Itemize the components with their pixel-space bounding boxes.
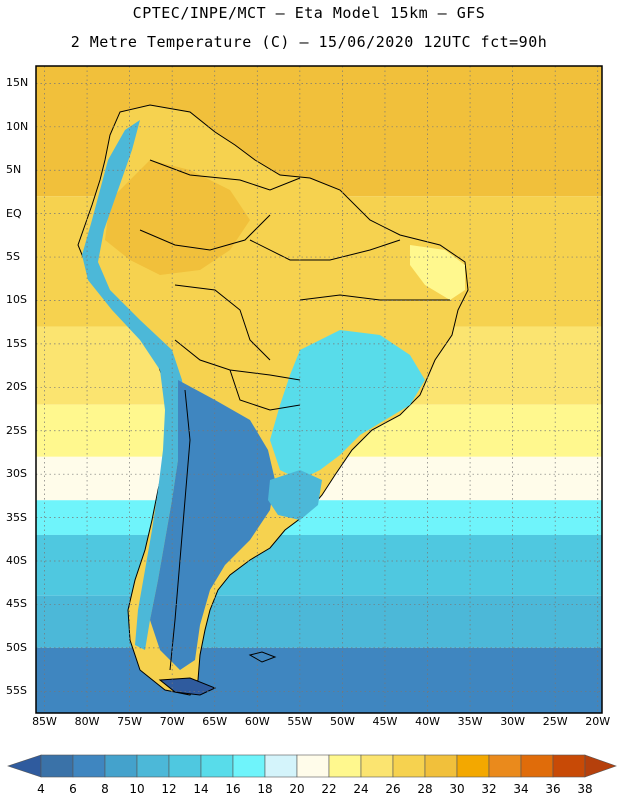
longitude-label: 55W bbox=[287, 715, 313, 728]
colorbar-tick-label: 26 bbox=[385, 782, 401, 796]
longitude-label: 70W bbox=[159, 715, 185, 728]
colorbar-tick-label: 36 bbox=[545, 782, 561, 796]
longitude-label: 40W bbox=[415, 715, 440, 728]
colorbar-swatch bbox=[40, 754, 74, 778]
latitude-label: 5S bbox=[6, 250, 20, 264]
latitude-label: EQ bbox=[6, 206, 22, 220]
colorbar-tick-label: 4 bbox=[37, 782, 45, 796]
longitude-label: 30W bbox=[500, 715, 526, 728]
colorbar-tick-label: 24 bbox=[353, 782, 369, 796]
longitude-label: 60W bbox=[244, 715, 270, 728]
longitude-label: 20W bbox=[585, 715, 611, 728]
colorbar-high-arrow bbox=[584, 754, 617, 778]
colorbar-tick-label: 28 bbox=[417, 782, 433, 796]
colorbar-swatch bbox=[72, 754, 106, 778]
latitude-label: 50S bbox=[6, 640, 27, 654]
latitude-label: 5N bbox=[6, 163, 22, 177]
colorbar bbox=[7, 754, 617, 778]
latitude-label: 30S bbox=[6, 467, 27, 481]
longitude-label: 80W bbox=[74, 715, 100, 728]
latitude-label: 15N bbox=[6, 76, 29, 90]
colorbar-swatch bbox=[424, 754, 458, 778]
colorbar-swatch bbox=[296, 754, 330, 778]
latitude-label: 20S bbox=[6, 380, 27, 394]
longitude-label: 25W bbox=[542, 715, 568, 728]
colorbar-tick-label: 8 bbox=[101, 782, 109, 796]
colorbar-swatch bbox=[136, 754, 170, 778]
colorbar-swatch bbox=[232, 754, 266, 778]
colorbar-tick-label: 14 bbox=[193, 782, 209, 796]
colorbar-tick-label: 30 bbox=[449, 782, 465, 796]
uruguay-cool-zone bbox=[268, 470, 322, 520]
northeast-mild-zone bbox=[410, 245, 465, 300]
latitude-label: 10S bbox=[6, 293, 27, 307]
ocean-band-7 bbox=[36, 595, 602, 648]
latitude-label: 25S bbox=[6, 423, 27, 437]
ocean-band-8 bbox=[36, 647, 602, 713]
longitude-label: 35W bbox=[457, 715, 483, 728]
latitude-label: 55S bbox=[6, 684, 27, 698]
country-borders bbox=[139, 159, 450, 671]
falkland-islands bbox=[248, 651, 277, 663]
colorbar-swatch bbox=[488, 754, 522, 778]
longitude-label: 85W bbox=[32, 715, 57, 728]
colorbar-swatch bbox=[264, 754, 298, 778]
colorbar-tick-label: 6 bbox=[69, 782, 77, 796]
andes-cold-zone bbox=[82, 120, 186, 650]
map-frame bbox=[35, 65, 603, 714]
colorbar-tick-label: 34 bbox=[513, 782, 529, 796]
colorbar-low-arrow bbox=[7, 754, 42, 778]
colorbar-swatch bbox=[168, 754, 202, 778]
colorbar-tick-label: 22 bbox=[321, 782, 337, 796]
colorbar-swatch bbox=[328, 754, 362, 778]
colorbar-tick-label: 10 bbox=[129, 782, 145, 796]
longitude-label: 45W bbox=[372, 715, 398, 728]
colorbar-swatch bbox=[552, 754, 586, 778]
colorbar-tick-label: 16 bbox=[225, 782, 241, 796]
colorbar-swatch bbox=[392, 754, 426, 778]
colorbar-tick-label: 32 bbox=[481, 782, 497, 796]
longitude-label: 65W bbox=[202, 715, 228, 728]
map-subtitle: 2 Metre Temperature (C) – 15/06/2020 12U… bbox=[70, 33, 548, 51]
latitude-label: 40S bbox=[6, 554, 27, 568]
latitude-label: 10N bbox=[6, 119, 29, 133]
argentina-cold-zone bbox=[150, 380, 275, 670]
latitude-label: 35S bbox=[6, 510, 27, 524]
central-america-land bbox=[36, 66, 120, 118]
longitude-label: 75W bbox=[117, 715, 143, 728]
ocean-band-5 bbox=[36, 500, 602, 535]
colorbar-tick-label: 38 bbox=[577, 782, 593, 796]
colorbar-swatch bbox=[456, 754, 490, 778]
colorbar-swatch bbox=[520, 754, 554, 778]
colorbar-swatch bbox=[360, 754, 394, 778]
colorbar-tick-label: 20 bbox=[289, 782, 305, 796]
map-title: CPTEC/INPE/MCT – Eta Model 15km – GFS bbox=[132, 4, 486, 22]
colorbar-swatch bbox=[104, 754, 138, 778]
colorbar-tick-label: 18 bbox=[257, 782, 273, 796]
southern-brazil-cool-zone bbox=[270, 330, 425, 480]
latitude-label: 45S bbox=[6, 597, 27, 611]
latitude-label: 15S bbox=[6, 336, 27, 350]
colorbar-tick-label: 12 bbox=[161, 782, 177, 796]
ocean-band-6 bbox=[36, 534, 602, 596]
colorbar-swatch bbox=[200, 754, 234, 778]
south-america-landmass bbox=[36, 66, 469, 696]
amazon-warm-zone bbox=[105, 160, 250, 275]
longitude-label: 50W bbox=[329, 715, 355, 728]
